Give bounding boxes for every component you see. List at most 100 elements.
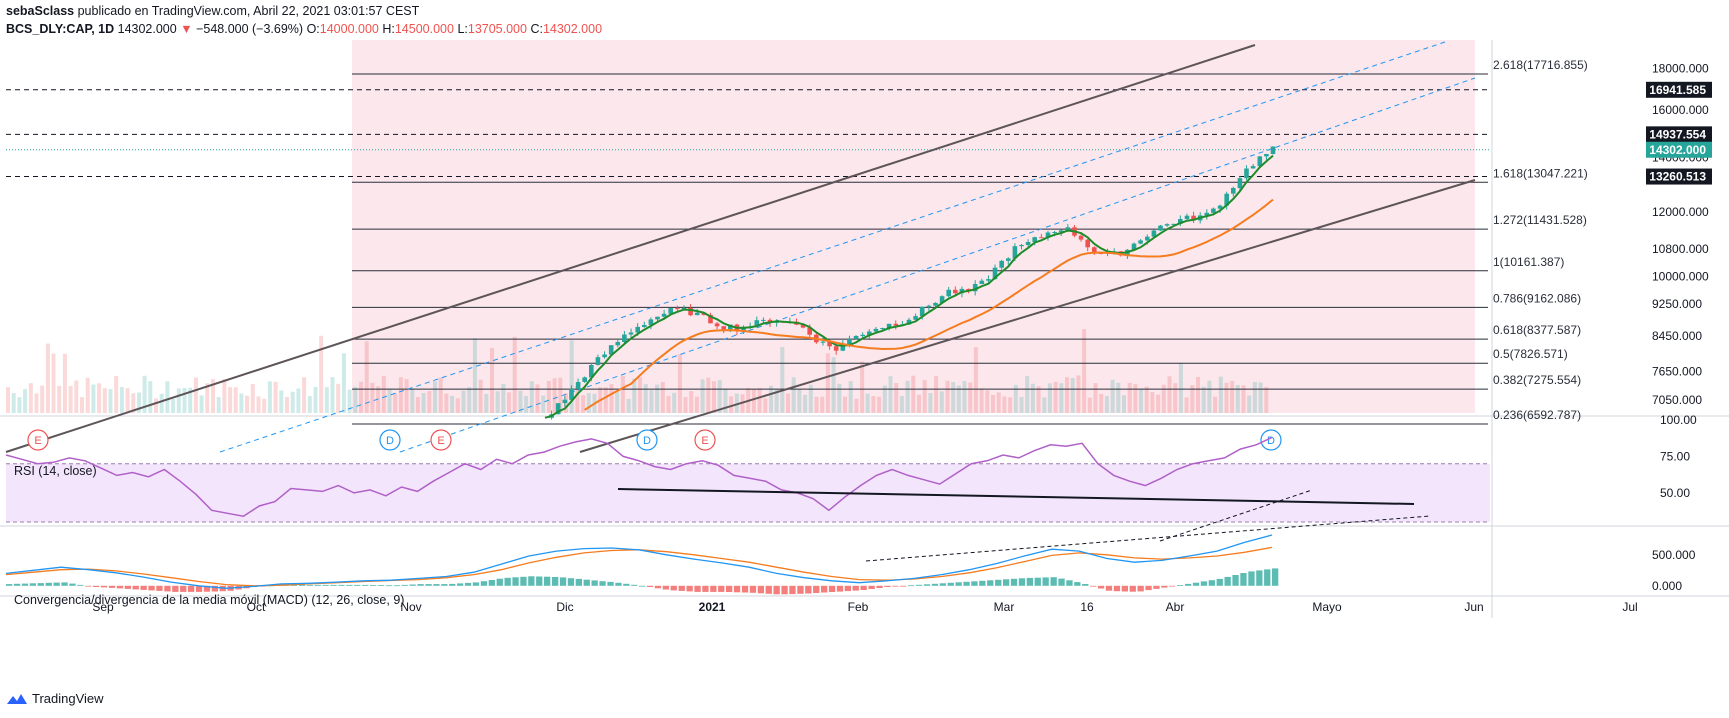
volume-bar	[137, 392, 141, 413]
volume-bar	[336, 383, 341, 413]
macd-histogram-bar	[686, 585, 693, 592]
macd-histogram-bar	[567, 578, 575, 586]
macd-histogram-bar	[203, 585, 211, 592]
macd-histogram-bar	[995, 579, 1002, 586]
volume-bar	[751, 389, 756, 413]
macd-histogram-bar	[1058, 578, 1065, 586]
volume-bar	[1156, 394, 1161, 413]
sma-slow-line	[584, 198, 1274, 411]
macd-histogram-bar	[710, 585, 717, 592]
macd-histogram-bar	[757, 585, 764, 594]
volume-bar	[638, 377, 642, 413]
price-axis-label: 14937.554	[1649, 127, 1706, 141]
macd-histogram-bar	[583, 579, 590, 586]
volume-bar	[467, 387, 472, 413]
macd-histogram-bar	[1034, 577, 1041, 586]
volume-bar	[455, 398, 460, 413]
macd-histogram-bar	[1208, 580, 1215, 586]
macd-histogram-bar	[385, 585, 393, 587]
candle-body	[615, 342, 621, 346]
macd-histogram-bar	[718, 585, 725, 592]
price-axis-tick: 18000.000	[1652, 61, 1709, 75]
volume-bar	[370, 382, 375, 413]
macd-histogram-bar	[813, 585, 820, 593]
volume-bar	[17, 397, 22, 413]
volume-bar	[706, 377, 711, 413]
volume-bar	[643, 384, 648, 413]
volume-bar	[865, 393, 870, 413]
macd-histogram-bar	[37, 583, 44, 586]
volume-bar	[991, 395, 995, 413]
volume-bar	[763, 398, 768, 413]
volume-bar	[347, 389, 352, 413]
candle-body	[708, 314, 713, 324]
price-axis-tick: 9250.000	[1652, 297, 1702, 311]
time-axis-tick: Nov	[400, 600, 421, 614]
volume-bar	[199, 395, 204, 413]
candle-body	[595, 357, 601, 365]
macd-histogram-bar	[1232, 575, 1239, 586]
macd-histogram-bar	[488, 580, 495, 586]
event-marker-label: E	[34, 435, 41, 447]
volume-bar	[888, 376, 893, 413]
macd-histogram-bar	[464, 582, 472, 586]
fib-level-label: 0.5(7826.571)	[1493, 347, 1568, 361]
volume-bar	[877, 396, 882, 413]
earnings-marker	[27, 429, 49, 451]
candle-body	[562, 399, 568, 404]
dividend-marker	[636, 429, 658, 451]
macd-histogram-bar	[599, 581, 606, 586]
volume-bar	[1133, 384, 1138, 413]
candle-body	[602, 354, 607, 358]
macd-histogram-bar	[77, 584, 84, 586]
high-label: H:	[382, 22, 395, 36]
volume-bar	[398, 377, 403, 413]
price-axis-tick: 10000.000	[1652, 269, 1709, 283]
volume-bar	[1047, 383, 1052, 413]
volume-bar	[433, 381, 437, 413]
macd-histogram-bar	[947, 582, 954, 586]
macd-title: Convergencia/divergencia de la media móv…	[14, 593, 404, 607]
candle-body	[1145, 236, 1150, 241]
volume-bar	[854, 398, 859, 413]
macd-histogram-bar	[908, 585, 915, 587]
macd-histogram-bar	[504, 577, 511, 586]
volume-bar	[233, 387, 238, 413]
volume-bar	[928, 393, 933, 413]
tradingview-branding[interactable]: TradingView	[6, 691, 104, 706]
macd-histogram-bar	[449, 583, 456, 586]
volume-bar	[85, 377, 90, 413]
volume-bar	[438, 377, 443, 413]
volume-bar	[1213, 396, 1218, 413]
candle-body	[1191, 215, 1196, 221]
candle-body	[1171, 223, 1176, 225]
price-axis-tick: 7050.000	[1652, 393, 1702, 407]
macd-histogram-bar	[21, 583, 29, 586]
macd-histogram-bar	[1042, 577, 1049, 586]
macd-histogram-bar	[765, 585, 772, 594]
macd-histogram-bar	[45, 582, 52, 586]
price-axis-label: 14302.000	[1649, 143, 1706, 157]
volume-bar	[330, 377, 335, 413]
volume-bar	[80, 397, 84, 413]
candle-body	[642, 325, 647, 327]
macd-histogram-bar	[955, 582, 962, 586]
volume-bar	[68, 385, 73, 413]
volume-bar	[677, 354, 682, 413]
volume-bar	[507, 392, 511, 413]
macd-histogram-bar	[401, 584, 408, 586]
volume-bar	[353, 386, 358, 413]
macd-histogram-bar	[639, 585, 646, 587]
volume-bar	[1042, 397, 1047, 413]
macd-histogram-bar	[1200, 581, 1208, 586]
author-name[interactable]: sebaSclass	[6, 4, 75, 18]
price-axis-label: 16941.585	[1649, 83, 1706, 97]
macd-histogram-bar	[971, 581, 978, 586]
fib-level-label: 1.618(13047.221)	[1493, 166, 1588, 180]
candle-body	[1006, 258, 1011, 261]
candle-body	[668, 308, 673, 314]
macd-histogram-bar	[852, 585, 859, 591]
candle-body	[589, 365, 594, 378]
volume-bar	[216, 397, 221, 413]
